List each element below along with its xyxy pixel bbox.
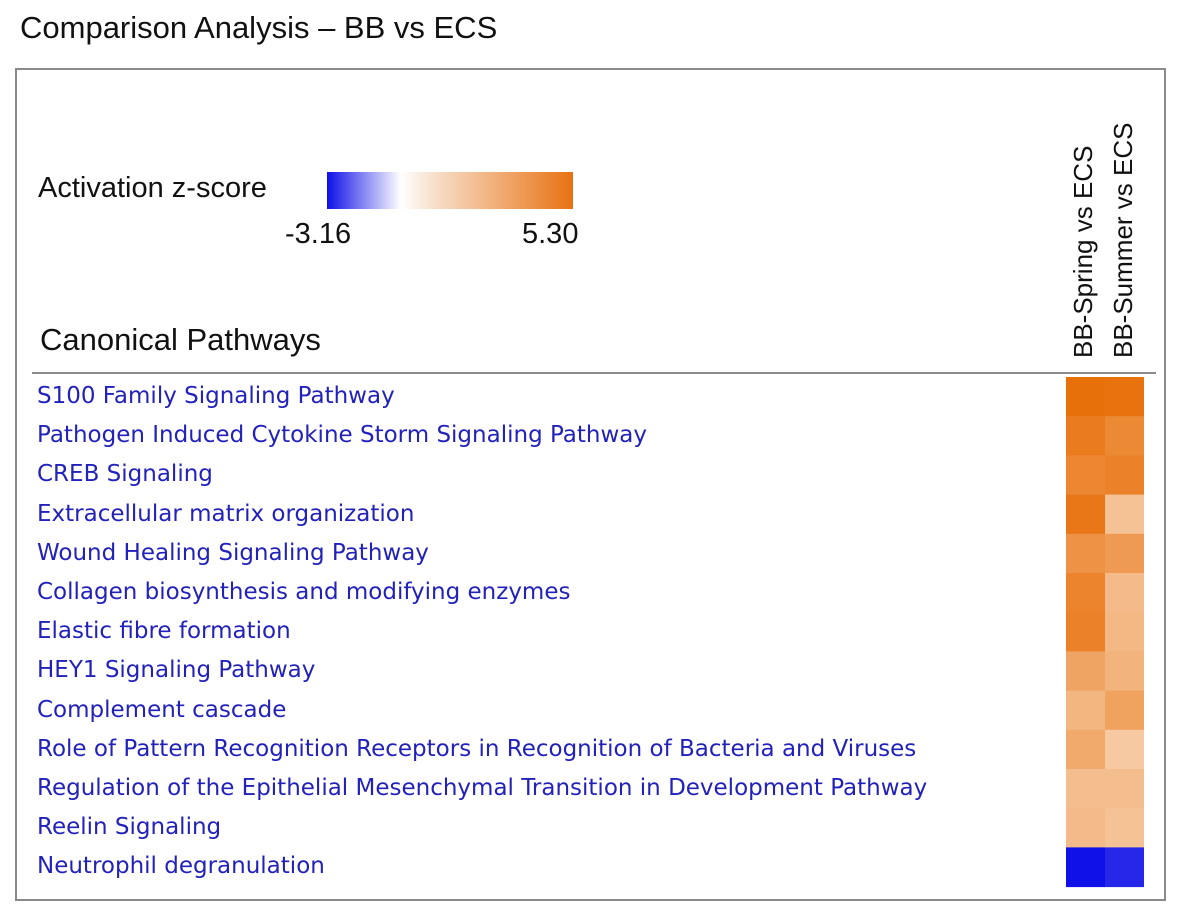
pathway-label[interactable]: Pathogen Induced Cytokine Storm Signalin… — [37, 422, 648, 449]
heatmap-cell — [1066, 455, 1105, 496]
heatmap-cell — [1105, 455, 1144, 496]
heatmap-cell — [1066, 769, 1105, 809]
chart-frame — [15, 68, 1166, 901]
pathway-label[interactable]: S100 Family Signaling Pathway — [37, 383, 395, 409]
pathway-label[interactable]: Wound Healing Signaling Pathway — [37, 539, 429, 566]
heatmap-cell — [1105, 690, 1144, 731]
pathway-label[interactable]: Reelin Signaling — [37, 814, 222, 841]
heatmap-cell — [1066, 847, 1105, 888]
section-title: Canonical Pathways — [40, 322, 321, 357]
pathway-label[interactable]: Collagen biosynthesis and modifying enzy… — [37, 579, 571, 605]
heatmap-cell — [1105, 651, 1144, 692]
pathway-label[interactable]: Neutrophil degranulation — [37, 853, 325, 880]
heatmap-cell — [1105, 533, 1144, 574]
pathway-label[interactable]: Role of Pattern Recognition Receptors in… — [37, 735, 917, 762]
heatmap-cell — [1105, 573, 1144, 613]
heatmap-cell — [1066, 533, 1105, 574]
pathway-label[interactable]: Regulation of the Epithelial Mesenchymal… — [37, 775, 928, 801]
pathway-label[interactable]: Extracellular matrix organization — [37, 500, 415, 527]
pathway-label[interactable]: Elastic fibre formation — [37, 618, 291, 645]
heatmap-cell — [1066, 729, 1105, 770]
heatmap-cell — [1066, 612, 1105, 652]
heatmap-cell — [1066, 690, 1105, 731]
pathway-label[interactable]: HEY1 Signaling Pathway — [37, 657, 316, 684]
pathway-label[interactable]: Complement cascade — [37, 696, 287, 723]
heatmap-cell — [1066, 651, 1105, 692]
heatmap-cell — [1105, 729, 1144, 770]
header-divider — [32, 372, 1156, 374]
heatmap-cell — [1105, 847, 1144, 888]
legend-max-label: 5.30 — [522, 218, 579, 250]
heatmap-cell — [1105, 808, 1144, 848]
heatmap-cell — [1066, 416, 1105, 456]
page-title: Comparison Analysis – BB vs ECS — [20, 10, 498, 45]
heatmap-cell — [1105, 416, 1144, 456]
heatmap-cell — [1066, 494, 1105, 535]
heatmap-cell — [1066, 573, 1105, 613]
pathway-label[interactable]: CREB Signaling — [37, 461, 213, 488]
heatmap-cell — [1105, 494, 1144, 535]
legend-color-bar — [327, 172, 573, 209]
heatmap-cell — [1105, 769, 1144, 809]
heatmap-cell — [1066, 377, 1105, 417]
heatmap-cell — [1105, 377, 1144, 417]
legend-label: Activation z-score — [38, 172, 267, 204]
legend-min-label: -3.16 — [285, 218, 352, 250]
heatmap-cell — [1105, 612, 1144, 652]
heatmap-cell — [1066, 808, 1105, 848]
